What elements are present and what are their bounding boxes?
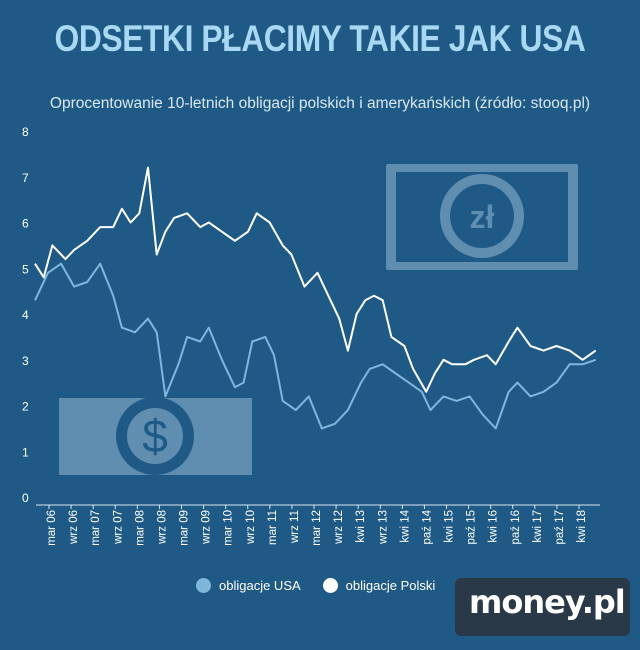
x-tick-label: kwi 13 — [355, 510, 367, 543]
y-tick-label: 5 — [22, 262, 29, 276]
chart-legend: obligacje USA obligacje Polski — [196, 578, 457, 593]
x-tick-label: mar 06 — [46, 510, 58, 546]
y-tick-label: 8 — [22, 125, 29, 139]
x-tick-label: mar 08 — [134, 510, 146, 546]
y-tick-label: 0 — [22, 491, 29, 505]
x-tick-label: paź 16 — [510, 510, 522, 545]
y-tick-label: 4 — [22, 308, 29, 322]
x-tick-label: mar 10 — [223, 510, 235, 546]
banknote-pln-icon: zł — [386, 164, 578, 270]
legend-dot-polski — [322, 578, 338, 593]
legend-item-polski: obligacje Polski — [322, 578, 436, 593]
x-tick-label: mar 07 — [90, 510, 102, 546]
brand-name: money.pl — [469, 583, 626, 621]
y-tick-label: 2 — [22, 400, 29, 414]
x-tick-label: paź 14 — [421, 509, 433, 544]
x-tick-label: wrz 08 — [156, 510, 168, 545]
y-tick-label: 7 — [22, 171, 29, 185]
banknote-pln-symbol: zł — [470, 199, 495, 235]
x-tick-label: kwi 14 — [399, 509, 411, 542]
y-tick-label: 1 — [22, 445, 29, 459]
x-tick-label: wrz 07 — [112, 510, 124, 545]
y-tick-label: 6 — [22, 217, 29, 231]
x-tick-label: mar 11 — [267, 510, 279, 545]
x-tick-label: paź 17 — [554, 510, 566, 545]
legend-label-usa: obligacje USA — [219, 578, 301, 593]
x-tick-label: wrz 06 — [68, 510, 80, 545]
x-tick-label: wrz 11 — [289, 510, 301, 544]
y-tick-label: 3 — [22, 354, 29, 368]
legend-item-usa: obligacje USA — [196, 578, 301, 593]
x-tick-label: kwi 16 — [488, 510, 500, 543]
x-tick-label: paź 15 — [466, 510, 478, 545]
x-tick-label: wrz 12 — [333, 510, 345, 545]
x-tick-label: wrz 10 — [245, 510, 257, 545]
chart-title: ODSETKI PŁACIMY TAKIE JAK USA — [54, 18, 586, 59]
banknote-usd-icon: $ — [59, 397, 252, 475]
x-tick-label: wrz 09 — [201, 510, 213, 545]
x-tick-label: kwi 17 — [532, 510, 544, 543]
x-tick-label: mar 09 — [179, 510, 191, 546]
brand-logo: money.pl — [455, 578, 630, 636]
series-line-polski — [34, 166, 597, 393]
legend-label-polski: obligacje Polski — [345, 578, 436, 593]
series-line-usa — [34, 262, 597, 430]
banknote-usd-symbol: $ — [142, 410, 168, 462]
x-tick-label: wrz 13 — [377, 510, 389, 545]
x-tick-label: kwi 15 — [444, 510, 456, 543]
x-tick-label: kwi 18 — [576, 510, 588, 543]
x-tick-label: mar 12 — [311, 510, 323, 546]
chart-subtitle: Oprocentowanie 10-letnich obligacji pols… — [49, 95, 591, 112]
legend-dot-usa — [196, 578, 211, 593]
